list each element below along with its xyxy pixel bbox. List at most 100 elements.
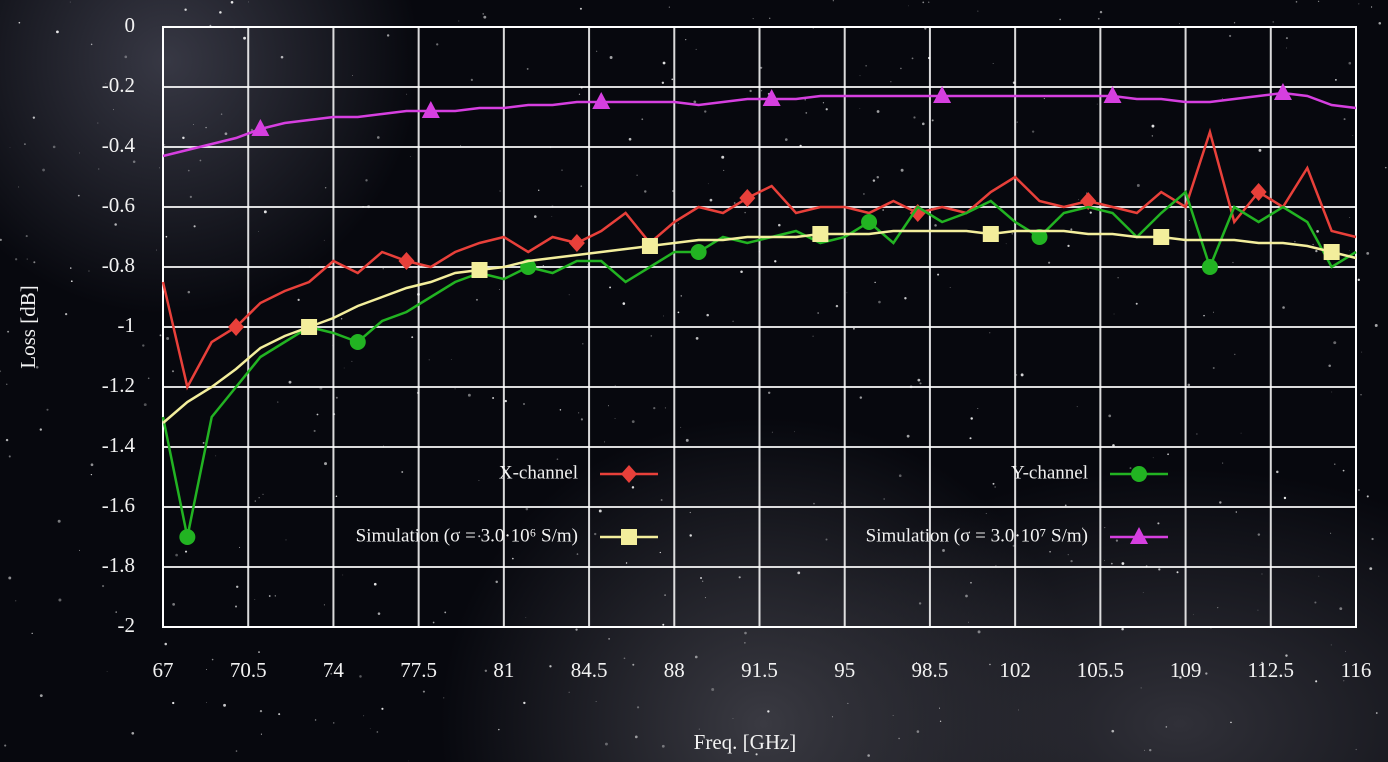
star xyxy=(578,93,581,95)
star xyxy=(694,655,698,659)
star xyxy=(1316,229,1319,233)
star xyxy=(771,431,773,433)
star xyxy=(1067,554,1069,556)
star xyxy=(761,90,763,92)
star xyxy=(732,718,734,720)
star xyxy=(723,169,725,171)
star xyxy=(522,402,526,406)
star xyxy=(700,577,703,580)
star xyxy=(805,112,808,114)
star xyxy=(142,344,145,347)
star xyxy=(432,621,435,624)
star xyxy=(1317,0,1320,3)
star xyxy=(182,136,185,140)
star xyxy=(659,551,661,554)
star xyxy=(769,17,771,20)
star xyxy=(316,413,319,416)
star xyxy=(79,152,81,154)
star xyxy=(622,302,626,305)
star xyxy=(523,701,526,705)
star xyxy=(1375,712,1378,714)
star xyxy=(90,43,93,46)
star xyxy=(351,360,353,362)
star xyxy=(233,28,235,29)
star xyxy=(248,1,249,3)
star xyxy=(254,500,256,502)
marker xyxy=(641,238,658,254)
star xyxy=(155,249,157,251)
marker xyxy=(1250,183,1267,201)
star xyxy=(1349,217,1351,219)
star xyxy=(680,295,683,297)
star xyxy=(79,549,80,551)
star xyxy=(634,735,638,739)
star xyxy=(859,75,861,77)
star xyxy=(172,701,175,705)
star xyxy=(377,612,381,615)
star xyxy=(1070,228,1073,231)
star xyxy=(752,18,754,20)
star xyxy=(556,458,559,461)
star xyxy=(206,669,207,670)
star xyxy=(482,13,484,15)
star xyxy=(428,359,430,361)
star xyxy=(131,731,135,735)
star xyxy=(1366,495,1369,498)
star xyxy=(604,742,608,746)
star xyxy=(1335,79,1337,81)
star xyxy=(525,617,527,618)
legend: X-channel Y-channel Simulation (σ = 3.0·10… xyxy=(356,462,1168,546)
marker xyxy=(690,244,707,260)
star xyxy=(15,600,17,602)
legend-marker xyxy=(621,529,637,545)
star xyxy=(454,388,456,390)
star xyxy=(458,20,460,22)
star xyxy=(369,728,371,730)
x-tick-label: 91.5 xyxy=(741,658,778,682)
star xyxy=(749,89,752,93)
star xyxy=(1222,98,1224,99)
star xyxy=(760,66,763,69)
star xyxy=(164,642,168,646)
y-tick-label: -1 xyxy=(118,313,136,337)
star xyxy=(411,336,414,339)
star xyxy=(495,580,498,584)
star xyxy=(1070,560,1073,563)
star xyxy=(406,93,408,95)
star xyxy=(918,602,922,605)
x-tick-label: 70.5 xyxy=(230,658,267,682)
marker xyxy=(592,92,611,109)
star xyxy=(1315,249,1318,253)
star xyxy=(1158,568,1161,571)
legend-marker xyxy=(1131,466,1147,482)
star xyxy=(1217,607,1219,609)
star xyxy=(467,393,471,397)
star xyxy=(39,694,43,698)
star xyxy=(538,189,540,191)
star xyxy=(636,174,638,176)
star xyxy=(159,334,162,337)
marker xyxy=(251,119,270,136)
star xyxy=(596,50,598,52)
star xyxy=(443,697,445,699)
star xyxy=(18,186,20,188)
star xyxy=(0,238,2,241)
star xyxy=(685,438,689,442)
star xyxy=(359,675,362,678)
star xyxy=(260,733,262,735)
star xyxy=(9,147,11,149)
star xyxy=(698,728,700,730)
star xyxy=(1059,18,1061,21)
star xyxy=(582,343,584,345)
star xyxy=(25,235,28,238)
star xyxy=(1097,17,1100,20)
marker xyxy=(421,101,440,118)
star xyxy=(277,401,279,403)
star xyxy=(526,68,529,70)
star xyxy=(408,760,410,762)
series-line xyxy=(161,127,1357,391)
star xyxy=(661,81,665,84)
star xyxy=(882,209,884,211)
star xyxy=(872,179,876,182)
star xyxy=(185,550,188,553)
